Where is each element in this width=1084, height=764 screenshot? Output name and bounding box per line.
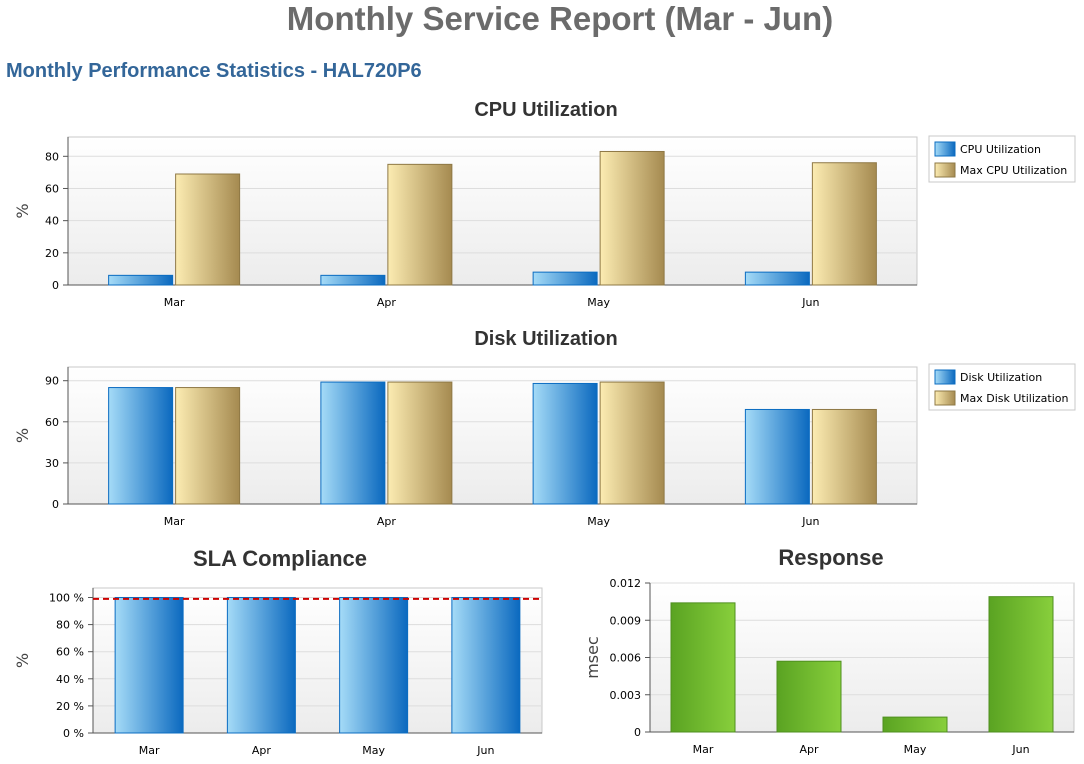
chart-disk-xtick-label: Jun	[801, 515, 819, 528]
chart-response-ylabel: msec	[583, 636, 602, 679]
chart-sla-ytick-label: 80 %	[56, 619, 84, 632]
chart-disk-title: Disk Utilization	[474, 328, 617, 350]
chart-cpu-legend-label-2: Max CPU Utilization	[960, 164, 1067, 177]
chart-sla-bar-apr	[226, 596, 296, 734]
chart-response-ytick-label: 0.009	[610, 614, 642, 627]
chart-disk-ylabel: %	[13, 428, 32, 443]
chart-response-bar-apr	[776, 660, 842, 733]
chart-sla-xtick-label: Jun	[476, 744, 494, 757]
chart-sla-xtick-label: Apr	[252, 744, 272, 757]
chart-cpu-bar-jun-s1	[744, 271, 810, 286]
chart-response-xtick-label: Jun	[1011, 743, 1029, 756]
chart-cpu-ytick-label: 40	[45, 215, 59, 228]
chart-disk-legend-swatch-2	[934, 390, 956, 406]
report-title: Monthly Service Report (Mar - Jun)	[286, 0, 834, 37]
chart-response-xtick-label: Mar	[693, 743, 714, 756]
chart-cpu-bar-mar-s2	[175, 173, 241, 286]
chart-response-ytick-label: 0.003	[610, 689, 642, 702]
chart-cpu-xtick-label: Jun	[801, 296, 819, 309]
chart-response-xtick-label: May	[904, 743, 927, 756]
chart-cpu-ytick-label: 0	[52, 279, 59, 292]
chart-response-bar-may	[882, 716, 948, 733]
chart-disk-legend-label-1: Disk Utilization	[960, 371, 1042, 384]
chart-response-bar-mar	[670, 602, 736, 733]
chart-disk-legend-label-2: Max Disk Utilization	[960, 392, 1069, 405]
chart-sla-xtick-label: May	[362, 744, 385, 757]
chart-cpu-legend-label-1: CPU Utilization	[960, 143, 1041, 156]
chart-disk-bar-mar-s1	[108, 387, 174, 505]
chart-sla-xtick-label: Mar	[139, 744, 160, 757]
chart-cpu-xtick-label: Mar	[164, 296, 185, 309]
chart-sla-ytick-label: 100 %	[49, 591, 84, 604]
report-subtitle: Monthly Performance Statistics - HAL720P…	[6, 60, 422, 82]
chart-cpu-xtick-label: May	[587, 296, 610, 309]
chart-disk-ytick-label: 30	[45, 457, 59, 470]
chart-disk-xtick-label: May	[587, 515, 610, 528]
chart-disk-ytick-label: 90	[45, 375, 59, 388]
chart-disk-bar-may-s1	[532, 382, 598, 505]
chart-response-ytick-label: 0.006	[610, 652, 642, 665]
chart-cpu-ytick-label: 60	[45, 182, 59, 195]
chart-sla-bar-mar	[114, 596, 184, 734]
chart-disk-bar-apr-s2	[387, 381, 453, 505]
chart-cpu-bar-may-s1	[532, 271, 598, 286]
chart-sla-bar-may	[339, 596, 409, 734]
chart-sla-ytick-label: 40 %	[56, 673, 84, 686]
chart-disk-xtick-label: Apr	[377, 515, 397, 528]
chart-disk-ytick-label: 0	[52, 498, 59, 511]
chart-response-xtick-label: Apr	[799, 743, 819, 756]
chart-sla-title: SLA Compliance	[193, 546, 367, 571]
chart-cpu-ytick-label: 20	[45, 247, 59, 260]
chart-disk-bar-jun-s1	[744, 408, 810, 505]
chart-disk-bar-may-s2	[599, 381, 665, 505]
chart-disk-bar-mar-s2	[175, 387, 241, 505]
chart-cpu-legend-swatch-1	[934, 141, 956, 157]
chart-response-ytick-label: 0	[634, 726, 641, 739]
chart-cpu-bar-apr-s1	[320, 274, 386, 286]
chart-response-bar-jun	[988, 596, 1054, 733]
chart-sla-ytick-label: 60 %	[56, 646, 84, 659]
chart-response-ytick-label: 0.012	[610, 577, 642, 590]
chart-cpu-bar-may-s2	[599, 150, 665, 286]
chart-cpu-bar-mar-s1	[108, 274, 174, 286]
chart-cpu-legend-swatch-2	[934, 162, 956, 178]
chart-sla-ylabel: %	[13, 653, 32, 668]
chart-cpu-ylabel: %	[13, 203, 32, 218]
chart-cpu-ytick-label: 80	[45, 150, 59, 163]
chart-cpu-xtick-label: Apr	[377, 296, 397, 309]
chart-sla-ytick-label: 0 %	[63, 727, 84, 740]
chart-sla-bar-jun	[451, 596, 521, 734]
chart-disk-ytick-label: 60	[45, 416, 59, 429]
chart-cpu-bar-apr-s2	[387, 163, 453, 286]
chart-response-title: Response	[778, 545, 883, 570]
chart-cpu-bar-jun-s2	[811, 162, 877, 286]
chart-disk-bar-jun-s2	[811, 408, 877, 505]
chart-disk-legend-swatch-1	[934, 369, 956, 385]
chart-cpu-title: CPU Utilization	[474, 99, 617, 121]
chart-sla-ytick-label: 20 %	[56, 700, 84, 713]
chart-disk-xtick-label: Mar	[164, 515, 185, 528]
chart-disk-bar-apr-s1	[320, 381, 386, 505]
